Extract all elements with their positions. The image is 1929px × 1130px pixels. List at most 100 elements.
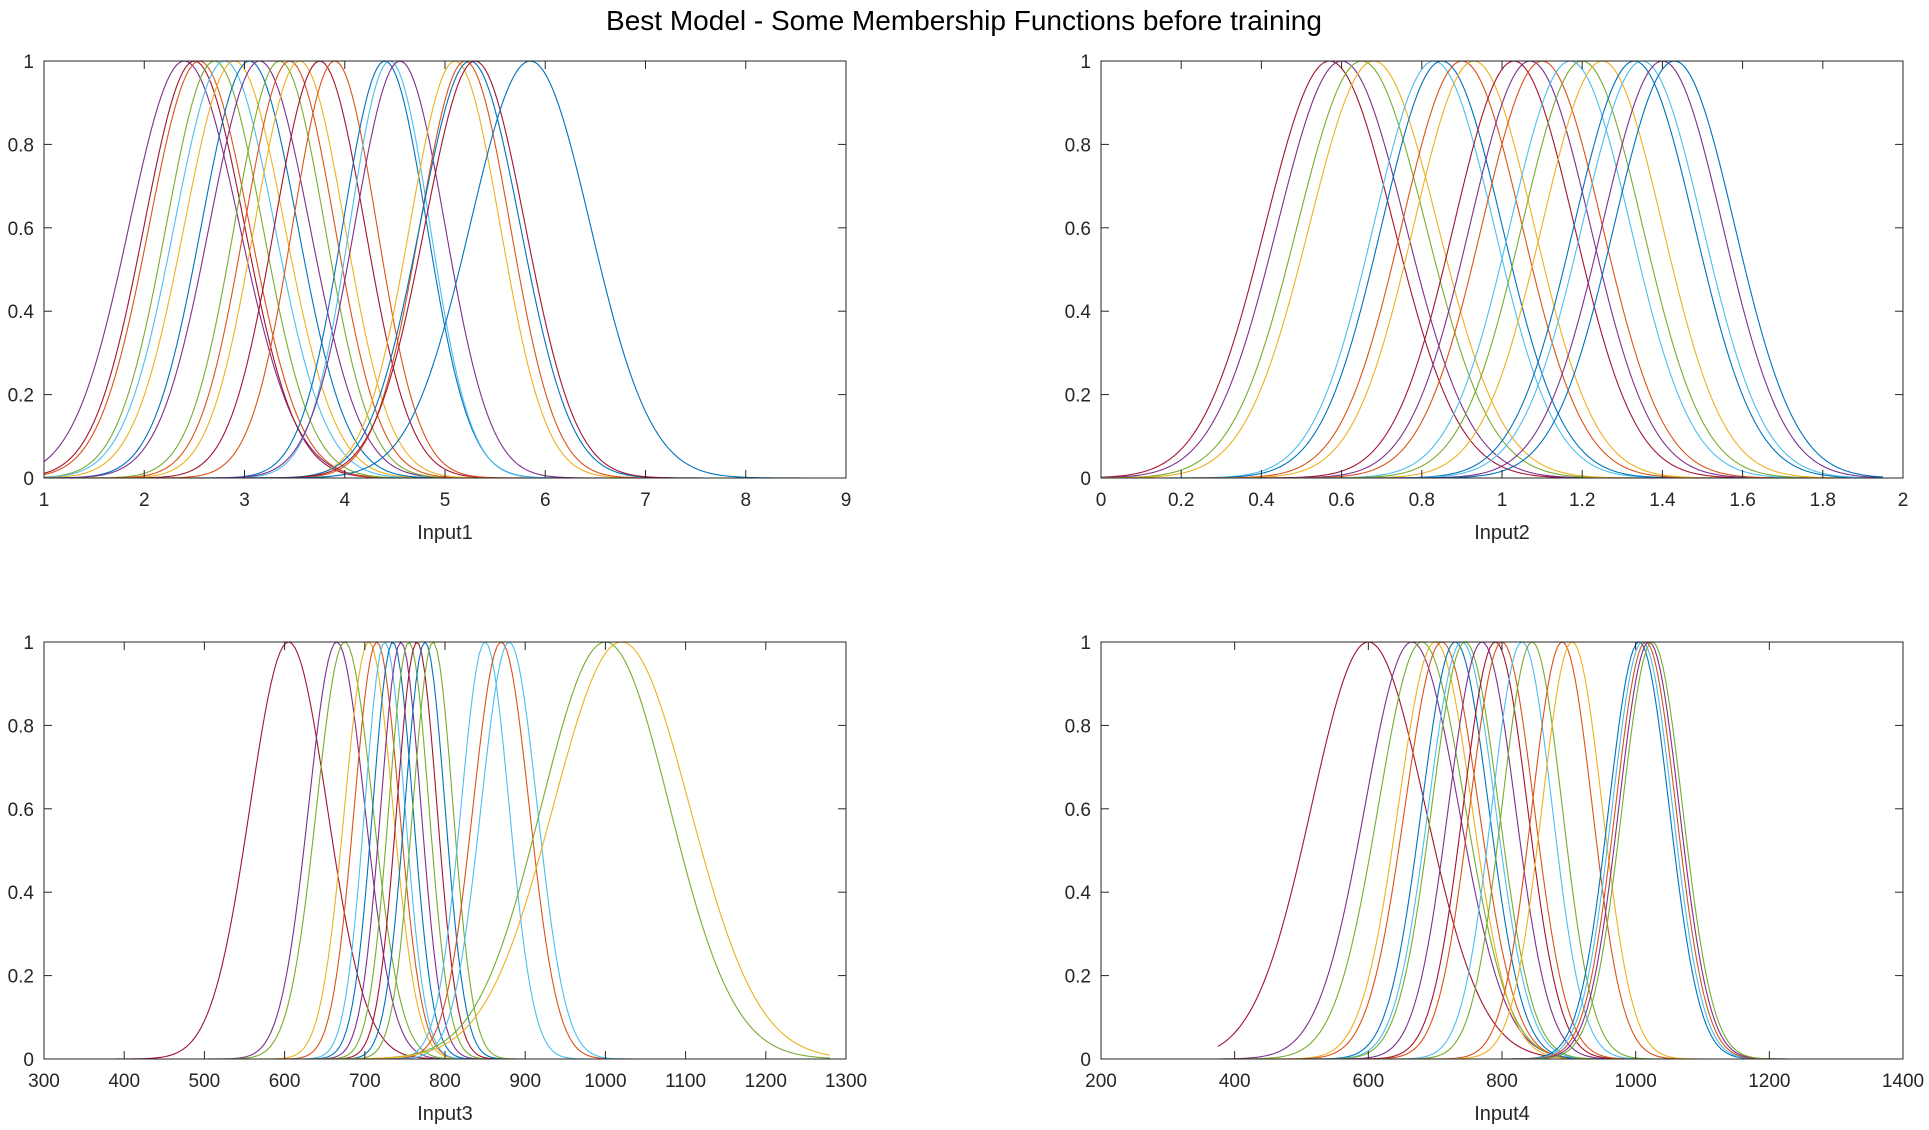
membership-curve-15 <box>44 60 846 478</box>
membership-curve-8 <box>44 641 830 1059</box>
x-tick-label: 0.6 <box>1328 490 1354 511</box>
membership-curve-2 <box>44 60 846 478</box>
x-tick-label: 200 <box>1085 1071 1117 1092</box>
membership-curve-14 <box>44 641 830 1059</box>
membership-curve-15 <box>44 641 830 1059</box>
membership-curve-16 <box>1101 60 1883 478</box>
x-tick-label: 4 <box>339 490 350 511</box>
y-tick-label: 0 <box>23 1050 34 1071</box>
membership-curve-3 <box>1217 641 1850 1059</box>
y-tick-label: 0.8 <box>8 135 34 156</box>
y-tick-label: 1 <box>23 633 34 654</box>
y-tick-label: 0.8 <box>1065 716 1091 737</box>
y-tick-label: 0.4 <box>1065 883 1092 904</box>
membership-curve-2 <box>44 641 830 1059</box>
subplot-input4: 200 400 600 800 1000 1200 1400 0 0.2 0.4 0.6 0.8 1 In… <box>1065 633 1925 1125</box>
axes-frame <box>43 641 847 1060</box>
x-tick-label: 6 <box>540 490 551 511</box>
y-tick-label: 1 <box>1080 633 1091 654</box>
membership-curve-5 <box>1217 641 1850 1059</box>
y-tick-label: 0.4 <box>8 302 35 323</box>
membership-curve-14 <box>1217 641 1850 1059</box>
y-tick-label: 0 <box>1080 1050 1091 1071</box>
x-axis-label: Input3 <box>417 1103 473 1125</box>
membership-curve-10 <box>44 641 830 1059</box>
membership-curve-13 <box>1101 60 1883 478</box>
x-tick-label: 1000 <box>1615 1071 1657 1092</box>
x-tick-label: 600 <box>1352 1071 1384 1092</box>
membership-curve-21 <box>44 60 846 478</box>
membership-curve-10 <box>1217 641 1850 1059</box>
x-tick-label: 800 <box>1486 1071 1518 1092</box>
y-tick-label: 0.8 <box>1065 135 1091 156</box>
axes-frame <box>1100 60 1904 479</box>
membership-curve-14 <box>1101 60 1883 478</box>
x-tick-label: 2 <box>139 490 150 511</box>
subplot-input2: 0 0.2 0.4 0.6 0.8 1 1.2 1.4 1.6 1.8 2 0 0.2 0.4 0.6 0.8… <box>1065 52 1909 544</box>
x-axis-label: Input4 <box>1474 1103 1530 1125</box>
membership-curve-7 <box>44 642 830 1059</box>
x-tick-label: 3 <box>239 490 250 511</box>
x-tick-label: 0.4 <box>1248 490 1275 511</box>
membership-curve-19 <box>44 60 846 478</box>
x-tick-label: 700 <box>349 1071 381 1092</box>
x-tick-label: 1.8 <box>1810 490 1836 511</box>
x-tick-label: 1 <box>1497 490 1508 511</box>
membership-curve-15 <box>1101 60 1883 478</box>
y-tick-label: 0.4 <box>1065 302 1092 323</box>
membership-curve-3 <box>44 60 846 478</box>
x-tick-label: 400 <box>108 1071 140 1092</box>
membership-curve-4 <box>44 60 846 478</box>
x-tick-label: 1100 <box>665 1071 706 1092</box>
x-tick-label: 1 <box>39 490 50 511</box>
y-tick-label: 0.6 <box>1065 219 1091 240</box>
membership-curve-2 <box>1217 641 1850 1059</box>
x-tick-label: 1.6 <box>1729 490 1755 511</box>
membership-curve-12 <box>1101 60 1883 478</box>
membership-curve-18 <box>1101 60 1883 478</box>
membership-curve-3 <box>44 642 830 1059</box>
subplot-input3: 300 400 500 600 700 800 900 1000 1100 1200 1300 0 0.… <box>8 633 868 1125</box>
y-tick-label: 1 <box>23 52 34 73</box>
y-tick-label: 0.6 <box>1065 800 1091 821</box>
x-tick-label: 1200 <box>1748 1071 1790 1092</box>
x-tick-label: 1.2 <box>1569 490 1595 511</box>
membership-curve-1 <box>1101 60 1883 478</box>
y-tick-label: 1 <box>1080 52 1091 73</box>
y-tick-label: 0.2 <box>1065 967 1091 988</box>
x-tick-label: 500 <box>189 1071 221 1092</box>
subplot-input1: 1 2 3 4 5 6 7 8 9 0 0.2 0.4 0.6 0.8 1 Input1 <box>8 52 852 544</box>
membership-curve-16 <box>44 60 846 478</box>
y-tick-label: 0.2 <box>8 386 34 407</box>
y-tick-label: 0 <box>23 469 34 490</box>
x-tick-label: 8 <box>740 490 751 511</box>
x-tick-label: 1.4 <box>1649 490 1676 511</box>
x-tick-label: 900 <box>509 1071 541 1092</box>
membership-curve-11 <box>44 640 830 1059</box>
x-tick-label: 5 <box>440 490 451 511</box>
axes-frame <box>1100 641 1904 1060</box>
membership-curve-12 <box>44 641 830 1059</box>
membership-curve-1 <box>1217 641 1850 1059</box>
x-tick-label: 1400 <box>1882 1071 1924 1092</box>
y-tick-label: 0.2 <box>8 967 34 988</box>
figure-title: Best Model - Some Membership Functions b… <box>606 5 1322 36</box>
y-tick-label: 0 <box>1080 469 1091 490</box>
x-tick-label: 9 <box>841 490 852 511</box>
x-tick-label: 0.8 <box>1409 490 1435 511</box>
x-tick-label: 400 <box>1219 1071 1251 1092</box>
membership-curve-11 <box>1217 641 1850 1059</box>
membership-curve-13 <box>1217 641 1850 1059</box>
x-tick-label: 300 <box>28 1071 60 1092</box>
x-tick-label: 0 <box>1096 490 1107 511</box>
y-tick-label: 0.2 <box>1065 386 1091 407</box>
membership-curve-14 <box>44 60 846 478</box>
x-tick-label: 800 <box>429 1071 461 1092</box>
x-axis-label: Input2 <box>1474 522 1530 544</box>
membership-curve-6 <box>44 641 830 1059</box>
membership-curve-17 <box>44 60 846 478</box>
membership-curve-11 <box>1101 60 1883 478</box>
membership-curve-4 <box>44 642 830 1059</box>
axes-frame <box>43 60 847 479</box>
